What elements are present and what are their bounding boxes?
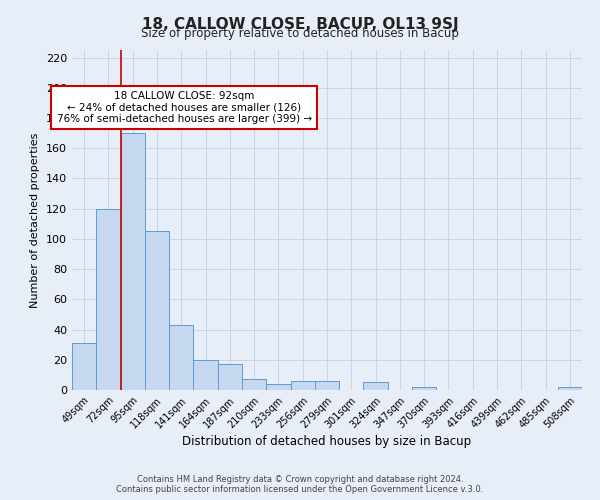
Bar: [193, 360, 218, 390]
Bar: [412, 387, 436, 390]
Bar: [96, 208, 121, 390]
X-axis label: Distribution of detached houses by size in Bacup: Distribution of detached houses by size …: [182, 436, 472, 448]
Bar: [315, 381, 339, 390]
Bar: [558, 387, 582, 390]
Text: Contains HM Land Registry data © Crown copyright and database right 2024.
Contai: Contains HM Land Registry data © Crown c…: [116, 474, 484, 494]
Text: 18, CALLOW CLOSE, BACUP, OL13 9SJ: 18, CALLOW CLOSE, BACUP, OL13 9SJ: [142, 18, 458, 32]
Text: Size of property relative to detached houses in Bacup: Size of property relative to detached ho…: [141, 28, 459, 40]
Bar: [145, 232, 169, 390]
Bar: [266, 384, 290, 390]
Bar: [364, 382, 388, 390]
Bar: [169, 325, 193, 390]
Bar: [290, 381, 315, 390]
Bar: [218, 364, 242, 390]
Bar: [72, 343, 96, 390]
Y-axis label: Number of detached properties: Number of detached properties: [31, 132, 40, 308]
Bar: [121, 133, 145, 390]
Text: 18 CALLOW CLOSE: 92sqm
← 24% of detached houses are smaller (126)
76% of semi-de: 18 CALLOW CLOSE: 92sqm ← 24% of detached…: [56, 91, 312, 124]
Bar: [242, 380, 266, 390]
